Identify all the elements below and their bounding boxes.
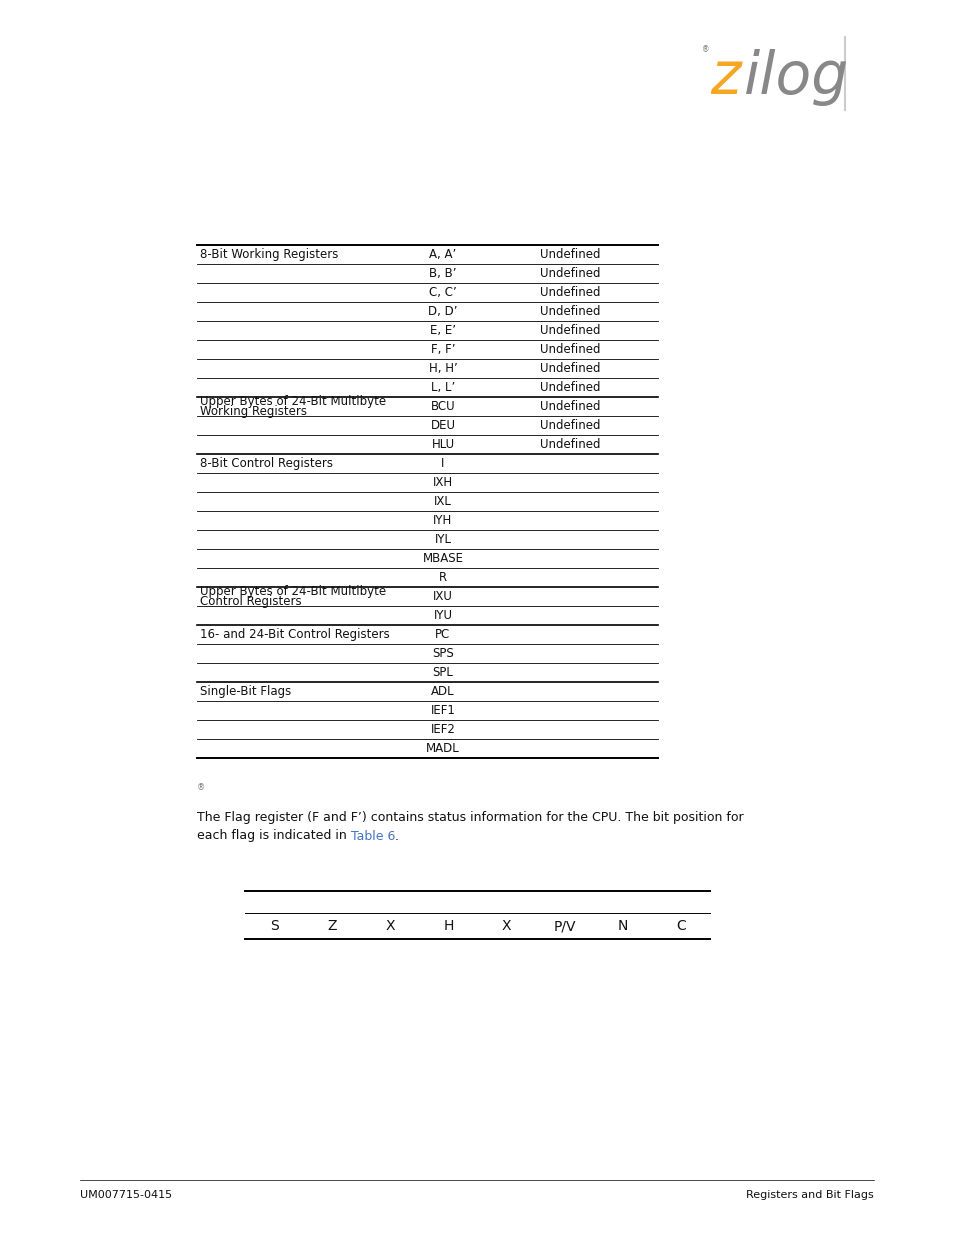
Text: Undefined: Undefined — [539, 400, 599, 412]
Text: Undefined: Undefined — [539, 287, 599, 299]
Text: .: . — [395, 830, 398, 842]
Text: ADL: ADL — [431, 685, 455, 698]
Text: MBASE: MBASE — [422, 552, 463, 564]
Text: IXL: IXL — [434, 495, 452, 508]
Text: z: z — [709, 48, 740, 105]
Text: X: X — [501, 919, 511, 932]
Text: P/V: P/V — [553, 919, 576, 932]
Text: Z: Z — [327, 919, 336, 932]
Text: Undefined: Undefined — [539, 324, 599, 337]
Text: R: R — [438, 571, 447, 584]
Text: Undefined: Undefined — [539, 362, 599, 375]
Text: E, E’: E, E’ — [430, 324, 456, 337]
Text: Table 6: Table 6 — [351, 830, 395, 842]
Text: Upper Bytes of 24-Bit Multibyte: Upper Bytes of 24-Bit Multibyte — [200, 395, 386, 408]
Text: L, L’: L, L’ — [431, 382, 455, 394]
Text: ®: ® — [196, 783, 205, 793]
Text: MADL: MADL — [426, 742, 459, 755]
Text: 8-Bit Control Registers: 8-Bit Control Registers — [200, 457, 333, 471]
Text: BCU: BCU — [430, 400, 455, 412]
Text: ilog: ilog — [743, 48, 848, 105]
Text: IYH: IYH — [433, 514, 452, 527]
Text: A, A’: A, A’ — [429, 248, 456, 261]
Text: IXU: IXU — [433, 590, 453, 603]
Text: IEF1: IEF1 — [430, 704, 455, 718]
Text: Undefined: Undefined — [539, 267, 599, 280]
Text: IYL: IYL — [434, 534, 451, 546]
Text: C, C’: C, C’ — [429, 287, 456, 299]
Text: DEU: DEU — [430, 419, 455, 432]
Text: X: X — [385, 919, 395, 932]
Text: F, F’: F, F’ — [431, 343, 455, 356]
Text: C: C — [676, 919, 685, 932]
Text: B, B’: B, B’ — [429, 267, 456, 280]
Text: UM007715-0415: UM007715-0415 — [80, 1191, 172, 1200]
Text: H, H’: H, H’ — [428, 362, 456, 375]
Text: ®: ® — [701, 46, 709, 54]
Text: I: I — [441, 457, 444, 471]
Text: Single-Bit Flags: Single-Bit Flags — [200, 685, 291, 698]
Text: Registers and Bit Flags: Registers and Bit Flags — [745, 1191, 873, 1200]
Text: Undefined: Undefined — [539, 305, 599, 317]
Text: 16- and 24-Bit Control Registers: 16- and 24-Bit Control Registers — [200, 629, 390, 641]
Text: Upper Bytes of 24-Bit Multibyte: Upper Bytes of 24-Bit Multibyte — [200, 584, 386, 598]
Text: Control Registers: Control Registers — [200, 595, 301, 609]
Text: SPL: SPL — [432, 666, 453, 679]
Text: IEF2: IEF2 — [430, 722, 455, 736]
Text: H: H — [443, 919, 453, 932]
Text: The Flag register (F and F’) contains status information for the CPU. The bit po: The Flag register (F and F’) contains st… — [196, 811, 742, 825]
Text: PC: PC — [435, 629, 450, 641]
Text: SPS: SPS — [432, 647, 454, 659]
Text: Undefined: Undefined — [539, 438, 599, 451]
Text: S: S — [270, 919, 278, 932]
Text: Working Registers: Working Registers — [200, 405, 307, 419]
Text: Undefined: Undefined — [539, 248, 599, 261]
Text: HLU: HLU — [431, 438, 454, 451]
Text: IYU: IYU — [433, 609, 452, 622]
Text: Undefined: Undefined — [539, 382, 599, 394]
Text: N: N — [617, 919, 627, 932]
Text: Undefined: Undefined — [539, 419, 599, 432]
Text: 8-Bit Working Registers: 8-Bit Working Registers — [200, 248, 338, 261]
Text: each flag is indicated in: each flag is indicated in — [196, 830, 351, 842]
Text: IXH: IXH — [433, 475, 453, 489]
Text: Undefined: Undefined — [539, 343, 599, 356]
Text: D, D’: D, D’ — [428, 305, 457, 317]
